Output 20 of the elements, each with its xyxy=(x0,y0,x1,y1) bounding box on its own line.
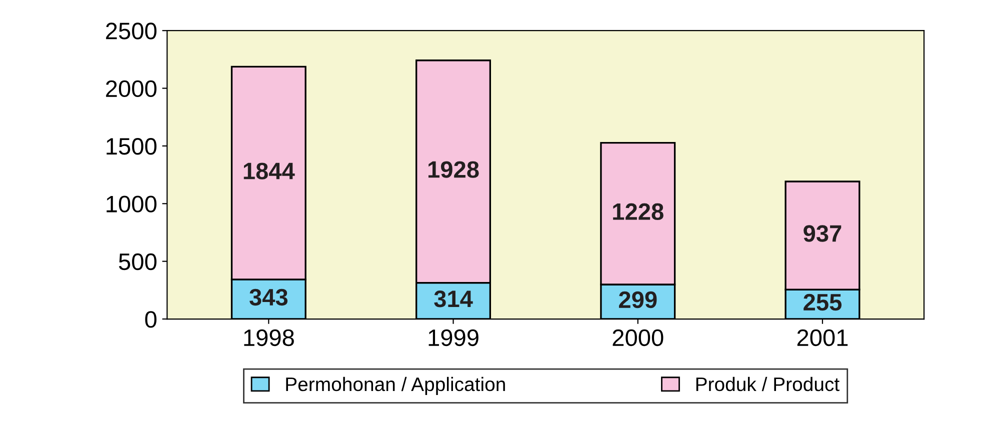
data-label: 1844 xyxy=(244,162,295,180)
x-tick-label: 2000 xyxy=(612,329,664,346)
legend-label: Permohonan / Application xyxy=(286,376,505,396)
x-tick-label: 2001 xyxy=(797,329,848,346)
y-tick-label: 1000 xyxy=(106,196,156,212)
y-tick-label: 2500 xyxy=(106,22,156,40)
x-tick-label: 1998 xyxy=(244,329,294,346)
data-label: 314 xyxy=(434,290,473,308)
y-tick-label: 1500 xyxy=(106,138,156,155)
y-tick-label: 500 xyxy=(118,253,156,270)
x-tick-label: 1999 xyxy=(428,329,478,346)
data-label: 1928 xyxy=(428,161,479,178)
data-label: 343 xyxy=(249,288,288,306)
data-label: 255 xyxy=(804,294,842,311)
legend-label: Produk / Product xyxy=(696,376,840,392)
data-label: 299 xyxy=(618,291,657,308)
data-label: 937 xyxy=(804,225,842,242)
y-tick-label: 0 xyxy=(145,311,156,328)
y-tick-label: 2000 xyxy=(106,80,156,98)
data-label: 1228 xyxy=(613,203,664,220)
